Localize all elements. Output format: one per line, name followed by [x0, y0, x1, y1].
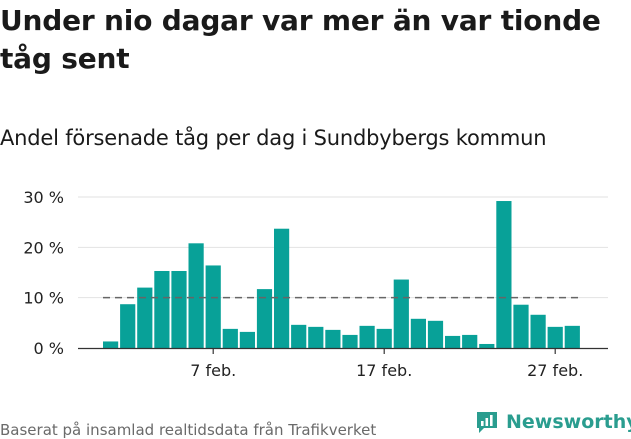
bar[interactable]: 28 feb.: 4.4 %: [564, 325, 580, 348]
bar[interactable]: 13 feb.: 4.2 %: [308, 326, 324, 348]
chart-subtitle: Andel försenade tåg per dag i Sundbyberg…: [0, 126, 547, 150]
x-tick-label: 7 feb.: [190, 361, 236, 380]
newsworthy-logo-icon: [477, 412, 497, 433]
bar[interactable]: 16 feb.: 4.4 %: [359, 325, 375, 348]
y-tick-label: 30 %: [23, 188, 64, 207]
brand-name: Newsworthy: [506, 411, 631, 433]
bar[interactable]: 3 feb.: 12 %: [137, 287, 153, 348]
bar[interactable]: 23 feb.: 0.8 %: [479, 343, 495, 348]
bar[interactable]: 7 feb.: 16.4 %: [205, 265, 221, 348]
bar[interactable]: 19 feb.: 5.8 %: [410, 318, 426, 348]
y-tick-label: 20 %: [23, 238, 64, 257]
bar[interactable]: 6 feb.: 20.8 %: [188, 243, 204, 348]
bar[interactable]: 27 feb.: 4.2 %: [547, 326, 563, 348]
bar[interactable]: 4 feb.: 15.3 %: [154, 270, 170, 348]
bar[interactable]: 2 feb.: 8.7 %: [120, 304, 136, 348]
bars: 1 feb.: 1.3 %2 feb.: 8.7 %3 feb.: 12 %4 …: [103, 201, 580, 348]
bar[interactable]: 18 feb.: 13.6 %: [393, 279, 409, 348]
bar[interactable]: 17 feb.: 3.8 %: [376, 328, 392, 348]
y-tick-label: 10 %: [23, 289, 64, 308]
axes: 0 % 10 % 20 % 30 % 7 feb. 17 feb. 27 feb.: [23, 188, 608, 380]
bar[interactable]: 5 feb.: 15.3 %: [171, 270, 187, 348]
bar[interactable]: 8 feb.: 3.8 %: [222, 328, 238, 348]
x-tick-label: 17 feb.: [356, 361, 412, 380]
source-note: Baserat på insamlad realtidsdata från Tr…: [0, 421, 377, 439]
x-tick-label: 27 feb.: [527, 361, 583, 380]
bar[interactable]: 12 feb.: 4.6 %: [291, 324, 307, 348]
bar[interactable]: 24 feb.: 29.2 %: [496, 201, 512, 348]
bar[interactable]: 1 feb.: 1.3 %: [103, 341, 119, 348]
newsworthy-logo[interactable]: Newsworthy: [474, 407, 631, 437]
bar-chart: 1 feb.: 1.3 %2 feb.: 8.7 %3 feb.: 12 %4 …: [23, 188, 608, 380]
bar[interactable]: 14 feb.: 3.6 %: [325, 329, 341, 348]
bar[interactable]: 25 feb.: 8.6 %: [513, 304, 529, 348]
bar[interactable]: 9 feb.: 3.2 %: [239, 331, 255, 348]
chart-title: Under nio dagar var mer än var tionde tå…: [0, 4, 601, 75]
bar[interactable]: 21 feb.: 2.4 %: [445, 335, 461, 348]
bar[interactable]: 11 feb.: 23.7 %: [274, 228, 290, 348]
bar[interactable]: 15 feb.: 2.6 %: [342, 334, 358, 348]
bar[interactable]: 10 feb.: 11.7 %: [256, 289, 273, 348]
y-tick-label: 0 %: [34, 339, 64, 358]
bar[interactable]: 22 feb.: 2.6 %: [462, 334, 478, 348]
bar[interactable]: 26 feb.: 6.6 %: [530, 314, 546, 348]
bar[interactable]: 20 feb.: 5.4 %: [427, 320, 444, 348]
